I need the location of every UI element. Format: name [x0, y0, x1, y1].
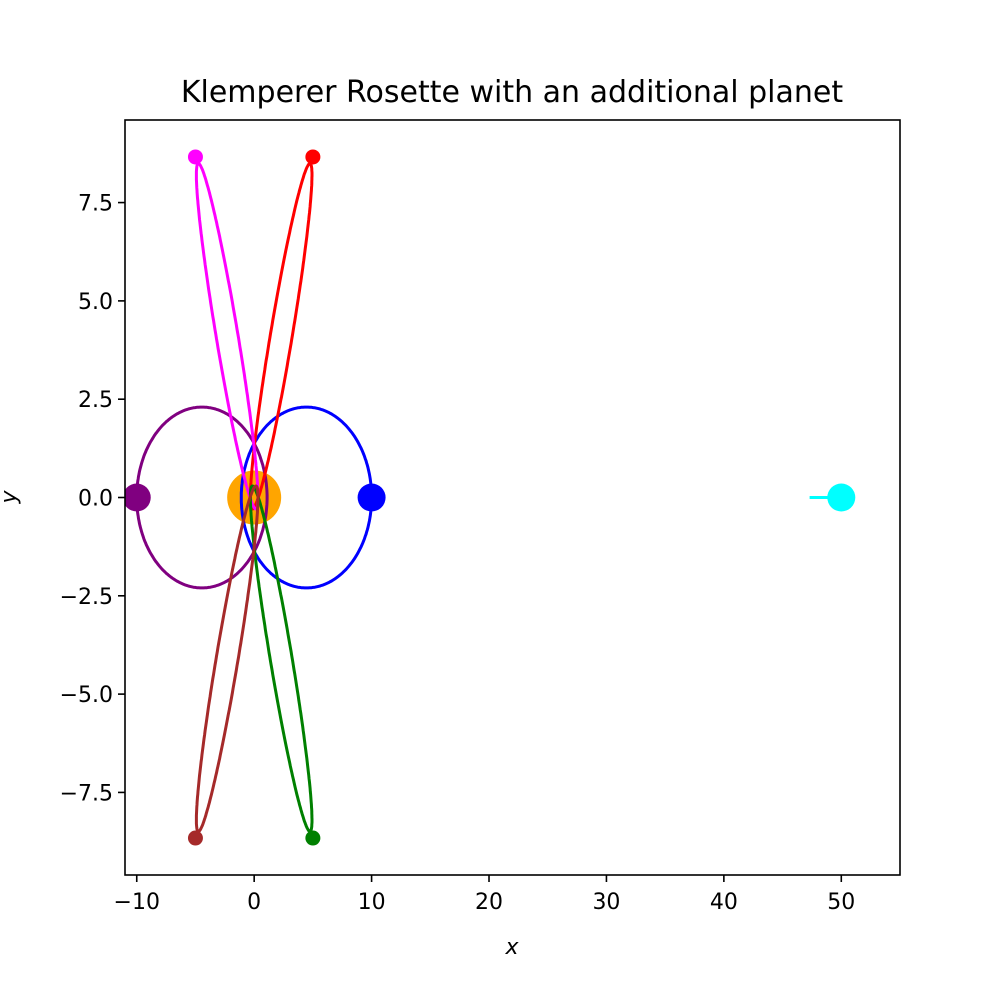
planet-marker-5 — [187, 830, 203, 846]
x-axis: −10 0 10 20 30 40 50 — [114, 875, 855, 915]
x-tick-label: 30 — [592, 890, 620, 915]
y-tick-label: 0.0 — [78, 487, 113, 512]
y-tick-label: 2.5 — [78, 388, 113, 413]
y-tick-label: −5.0 — [60, 683, 113, 708]
y-tick-label: 7.5 — [78, 192, 113, 217]
y-axis-label: y — [0, 490, 22, 505]
orbit-path-5 — [194, 484, 260, 833]
planet-marker-1 — [125, 483, 151, 512]
planet-marker-0 — [357, 483, 386, 512]
planet-marker-6 — [827, 483, 856, 512]
y-axis: −7.5 −5.0 −2.5 0.0 2.5 5.0 7.5 — [60, 192, 125, 806]
x-tick-label: 50 — [827, 890, 855, 915]
orbit-path-4 — [248, 484, 314, 833]
x-axis-label: x — [504, 935, 519, 960]
chart-title: Klemperer Rosette with an additional pla… — [181, 75, 844, 110]
x-tick-label: 0 — [247, 890, 261, 915]
planet-marker-3 — [187, 149, 203, 165]
x-tick-label: 40 — [710, 890, 738, 915]
orbit-path-0 — [239, 405, 374, 590]
planet-marker-2 — [305, 149, 321, 165]
x-tick-label: 10 — [358, 890, 386, 915]
y-tick-label: −7.5 — [60, 781, 113, 806]
star-marker — [227, 470, 282, 525]
planet-marker-4 — [305, 830, 321, 846]
y-tick-label: −2.5 — [60, 585, 113, 610]
plot-area — [125, 149, 856, 846]
x-tick-label: 20 — [475, 890, 503, 915]
x-tick-label: −10 — [114, 890, 160, 915]
y-tick-label: 5.0 — [78, 290, 113, 315]
